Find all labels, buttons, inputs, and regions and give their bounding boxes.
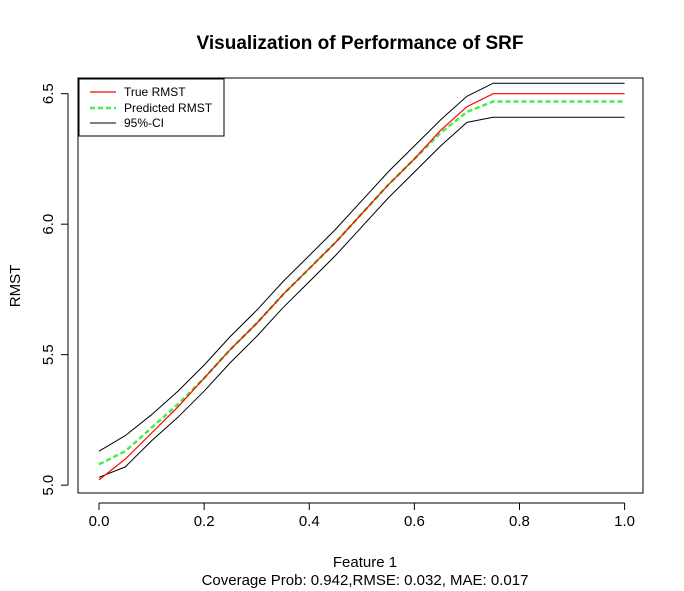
x-tick-label: 0.6 bbox=[404, 513, 425, 530]
x-tick-label: 0.0 bbox=[89, 513, 110, 530]
x-axis-title: Feature 1 bbox=[333, 554, 397, 571]
y-tick-label: 6.5 bbox=[40, 83, 57, 104]
legend-label-true-rmst: True RMST bbox=[124, 85, 186, 99]
legend-label-95-ci: 95%-CI bbox=[124, 116, 164, 130]
ci-lower-line bbox=[98, 116, 625, 478]
plot-frame bbox=[77, 77, 644, 494]
y-axis-title: RMST bbox=[7, 265, 24, 308]
axes: 0.0 0.2 0.4 0.6 0.8 1.0 5.0 5.5 6.0 6.5 bbox=[40, 83, 635, 530]
legend: True RMST Predicted RMST 95%-CI bbox=[78, 78, 225, 137]
x-tick-label: 0.8 bbox=[509, 513, 530, 530]
ci-upper-line bbox=[98, 82, 625, 452]
y-tick-label: 5.0 bbox=[40, 475, 57, 496]
plot-marks bbox=[98, 82, 625, 481]
x-tick-label: 0.2 bbox=[194, 513, 215, 530]
true-rmst-line bbox=[98, 93, 625, 481]
y-tick-label: 5.5 bbox=[40, 344, 57, 365]
legend-box bbox=[78, 78, 225, 137]
x-tick-label: 1.0 bbox=[614, 513, 635, 530]
chart-subtitle: Coverage Prob: 0.942,RMSE: 0.032, MAE: 0… bbox=[202, 572, 529, 589]
legend-label-predicted-rmst: Predicted RMST bbox=[124, 101, 213, 115]
y-tick-label: 6.0 bbox=[40, 214, 57, 235]
x-tick-label: 0.4 bbox=[299, 513, 320, 530]
chart-title: Visualization of Performance of SRF bbox=[197, 33, 524, 54]
